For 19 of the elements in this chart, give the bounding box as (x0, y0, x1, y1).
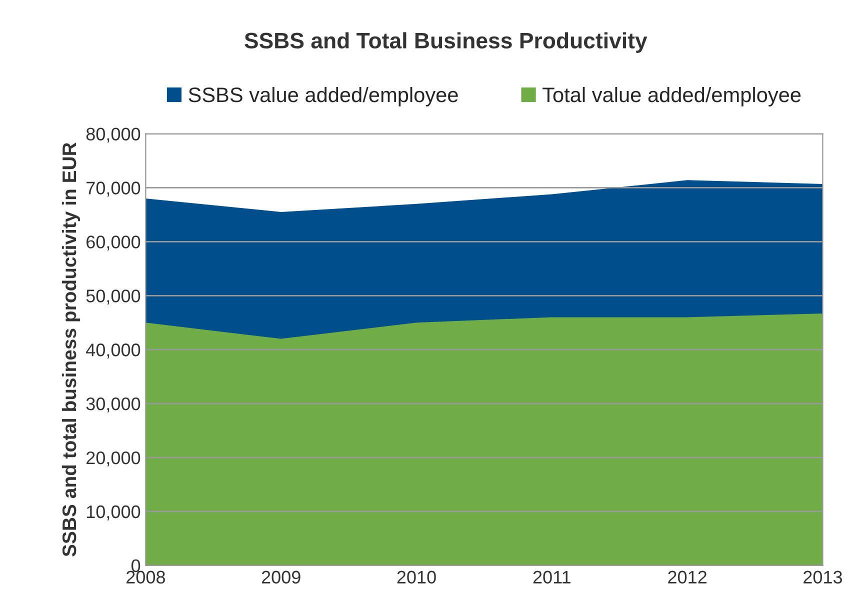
y-tick-label: 20,000 (86, 451, 140, 466)
y-tick-label: 80,000 (86, 128, 140, 143)
x-tick-label: 2008 (126, 570, 165, 584)
x-tick-label: 2013 (804, 570, 842, 584)
y-tick-label: 0 (131, 559, 140, 572)
y-tick-label: 30,000 (86, 397, 140, 412)
x-tick-label: 2010 (397, 570, 436, 584)
y-tick-label: 50,000 (86, 290, 140, 304)
x-tick-label: 2011 (533, 570, 570, 584)
legend-label: Total value added/employee (542, 86, 801, 106)
chart-title: SSBS and Total Business Productivity (244, 32, 648, 53)
x-tick-label: 2012 (668, 570, 706, 584)
y-axis-title: SSBS and total business productivity in EUR (62, 142, 80, 556)
y-tick-label: 60,000 (86, 236, 140, 251)
y-tick-label: 40,000 (86, 344, 140, 358)
x-tick-label: 2009 (262, 570, 300, 584)
legend-label: SSBS value added/employee (188, 86, 458, 106)
y-tick-label: 10,000 (86, 505, 140, 520)
y-tick-label: 70,000 (86, 182, 140, 197)
